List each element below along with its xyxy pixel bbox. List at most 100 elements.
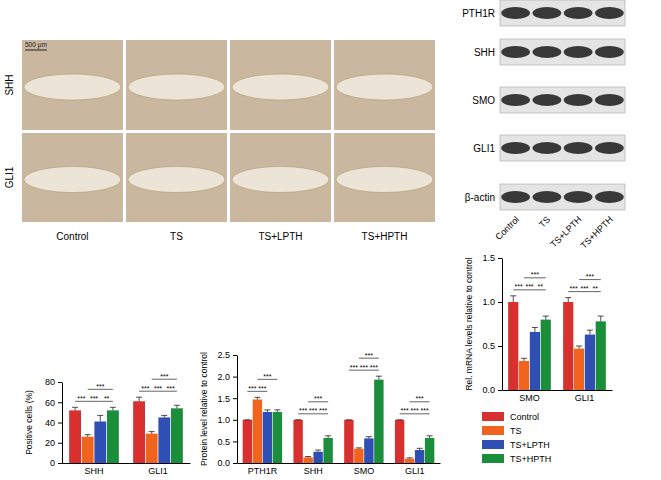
significance-label: *** xyxy=(401,407,409,414)
y-axis: 020406080 xyxy=(45,377,63,468)
error-stem xyxy=(75,407,76,410)
significance-label: *** xyxy=(416,395,424,402)
legend-item: TS+HPTH xyxy=(482,454,551,464)
error-cap xyxy=(510,295,516,296)
y-tick-mark xyxy=(233,398,237,399)
significance-label: ** xyxy=(538,283,544,290)
error-cap xyxy=(85,434,91,435)
x-axis-line xyxy=(238,463,441,464)
significance: *********************** xyxy=(75,373,177,402)
error-stem xyxy=(176,405,177,408)
error-bar xyxy=(315,450,321,452)
significance-label: *** xyxy=(525,283,533,290)
error-stem xyxy=(589,330,590,334)
error-bar xyxy=(72,407,78,410)
error-cap xyxy=(532,327,538,328)
lane-label: TS+HPTH xyxy=(579,214,615,250)
error-bar xyxy=(254,397,260,399)
blot-band xyxy=(595,94,624,106)
x-tick: SMO xyxy=(519,390,540,403)
significance-label: *** xyxy=(365,352,373,359)
significance-label: *** xyxy=(77,395,85,402)
error-bar xyxy=(427,436,433,438)
error-cap xyxy=(315,450,321,451)
significance-label: *** xyxy=(96,383,104,390)
y-axis: 0.00.51.01.52.02.5 xyxy=(217,350,237,468)
error-cap xyxy=(110,407,116,408)
x-tick-label: SHH xyxy=(304,466,323,476)
y-tick-label: 1.0 xyxy=(217,415,230,425)
significance-label: *** xyxy=(90,395,98,402)
x-tick-label: GLI1 xyxy=(148,466,168,476)
y-tick-mark xyxy=(58,423,62,424)
y-tick-mark xyxy=(58,382,62,383)
error-stem xyxy=(100,415,101,421)
y-tick-label: 2.0 xyxy=(217,372,230,382)
blot-band xyxy=(564,7,593,19)
legend-item: Control xyxy=(482,412,539,422)
blot-band xyxy=(595,191,624,203)
error-cap xyxy=(97,415,103,416)
bar-chart: 0.00.51.01.52.02.5PTH1RSHHSMOGLI1Protein… xyxy=(199,350,441,476)
micrograph xyxy=(22,133,123,222)
error-bar xyxy=(274,410,280,412)
bar xyxy=(354,449,363,463)
error-bar xyxy=(264,410,270,412)
blot-band xyxy=(501,94,530,106)
significance-label: *** xyxy=(360,364,368,371)
bar xyxy=(415,450,424,463)
y-tick-label: 20 xyxy=(45,438,55,448)
bar xyxy=(364,438,373,463)
y-axis-line xyxy=(502,259,503,391)
y-tick: 80 xyxy=(45,377,62,387)
significance: ****************************************… xyxy=(247,352,429,415)
x-tick-label: SMO xyxy=(354,466,375,476)
x-tick-label: GLI1 xyxy=(575,393,595,403)
column-label: TS+LPTH xyxy=(258,231,302,242)
bar xyxy=(263,412,272,463)
error-cap xyxy=(174,405,180,406)
y-axis-title: Rel. mRNA levels relative to control xyxy=(464,257,474,390)
tissue-band xyxy=(232,74,329,100)
significance-label: *** xyxy=(531,271,539,278)
blot-band xyxy=(533,7,562,19)
legend-label: TS xyxy=(510,426,522,436)
error-bar xyxy=(161,415,167,417)
significance-label: *** xyxy=(309,407,317,414)
tissue-band xyxy=(336,74,433,100)
tissue-band xyxy=(24,167,121,193)
scale-bar xyxy=(25,50,47,51)
y-axis-title: Protein level relative to control xyxy=(199,352,209,466)
error-bar xyxy=(532,328,538,332)
bar xyxy=(395,420,404,463)
error-bar xyxy=(587,330,593,334)
significance-label: ** xyxy=(104,395,110,402)
y-tick-label: 0.0 xyxy=(482,385,495,395)
bar xyxy=(344,420,353,463)
plot-area xyxy=(508,296,606,390)
error-cap xyxy=(397,419,403,420)
blot-band xyxy=(595,142,624,154)
error-stem xyxy=(139,397,140,401)
bar xyxy=(293,420,302,463)
bar xyxy=(171,408,183,463)
error-cap xyxy=(295,419,301,420)
bar xyxy=(158,417,170,463)
error-stem xyxy=(378,376,379,379)
error-bar xyxy=(356,447,362,449)
x-tick-label: PTH1R xyxy=(248,466,278,476)
error-bar xyxy=(366,437,372,439)
y-tick: 20 xyxy=(45,438,62,448)
error-cap xyxy=(598,316,604,317)
micrograph xyxy=(126,133,227,222)
column-label: Control xyxy=(56,231,88,242)
legend-item: TS+LPTH xyxy=(482,440,550,450)
significance-label: *** xyxy=(314,395,322,402)
error-bar xyxy=(521,358,527,361)
legend-swatch xyxy=(482,440,504,449)
error-bar xyxy=(244,419,250,420)
bar xyxy=(146,434,158,463)
blot-band xyxy=(595,46,624,58)
bar xyxy=(303,457,312,463)
error-stem xyxy=(600,316,601,321)
